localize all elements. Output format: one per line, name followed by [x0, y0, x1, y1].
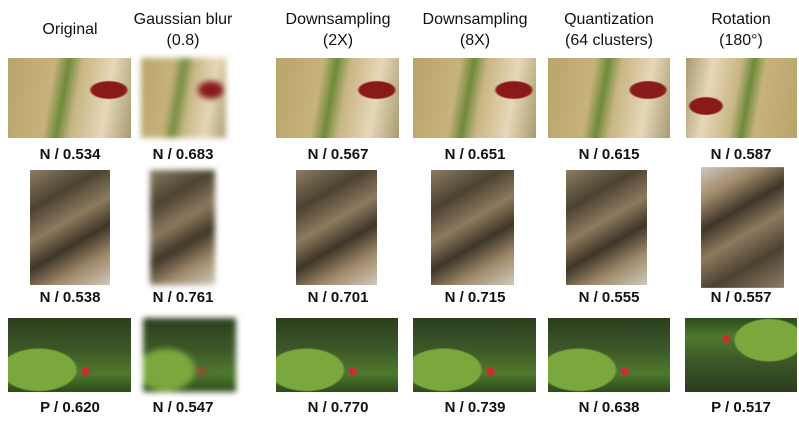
column-header: Quantization (64 clusters) — [539, 9, 679, 51]
score-label: N / 0.538 — [39, 289, 101, 306]
photo — [431, 170, 514, 285]
photo — [566, 170, 647, 285]
score-label: N / 0.638 — [578, 399, 640, 416]
photo — [143, 318, 236, 392]
photo — [296, 170, 377, 285]
header-line: (0.8) — [166, 32, 200, 49]
photo — [30, 170, 110, 285]
header-line: Rotation — [711, 11, 771, 28]
score-label: P / 0.517 — [711, 399, 771, 416]
score-label: N / 0.615 — [578, 146, 640, 163]
score-label: N / 0.567 — [307, 146, 369, 163]
header-line: (8X) — [459, 32, 491, 49]
photo — [276, 318, 398, 392]
score-label: N / 0.534 — [39, 146, 101, 163]
photo — [548, 58, 670, 138]
column-header: Rotation (180°) — [671, 9, 799, 51]
header-line: Gaussian blur — [133, 11, 233, 28]
header-line: Downsampling — [422, 11, 528, 28]
score-label: N / 0.770 — [307, 399, 369, 416]
score-label: N / 0.557 — [710, 289, 772, 306]
header-line: (180°) — [719, 32, 763, 49]
score-label: N / 0.547 — [152, 399, 214, 416]
score-label: N / 0.701 — [307, 289, 369, 306]
score-label: N / 0.587 — [710, 146, 772, 163]
score-label: N / 0.739 — [444, 399, 506, 416]
photo — [276, 58, 399, 138]
score-label: N / 0.651 — [444, 146, 506, 163]
header-line: (2X) — [322, 32, 354, 49]
header-line: (64 clusters) — [564, 32, 654, 49]
photo — [8, 318, 131, 392]
photo — [701, 167, 784, 288]
column-header: Downsampling (2X) — [268, 9, 408, 51]
score-label: N / 0.555 — [578, 289, 640, 306]
score-label: N / 0.683 — [152, 146, 214, 163]
score-label: N / 0.715 — [444, 289, 506, 306]
photo — [685, 318, 797, 392]
photo — [686, 58, 797, 138]
photo — [413, 58, 536, 138]
header-line: Quantization — [564, 11, 654, 28]
column-header: Gaussian blur (0.8) — [113, 9, 253, 51]
header-line: Original — [42, 21, 98, 38]
photo — [8, 58, 131, 138]
photo — [548, 318, 670, 392]
header-line: Downsampling — [285, 11, 391, 28]
photo — [150, 170, 215, 285]
photo — [141, 58, 226, 138]
column-header: Original — [0, 19, 140, 40]
column-header: Downsampling (8X) — [405, 9, 545, 51]
score-label: P / 0.620 — [40, 399, 100, 416]
score-label: N / 0.761 — [152, 289, 214, 306]
photo — [413, 318, 536, 392]
